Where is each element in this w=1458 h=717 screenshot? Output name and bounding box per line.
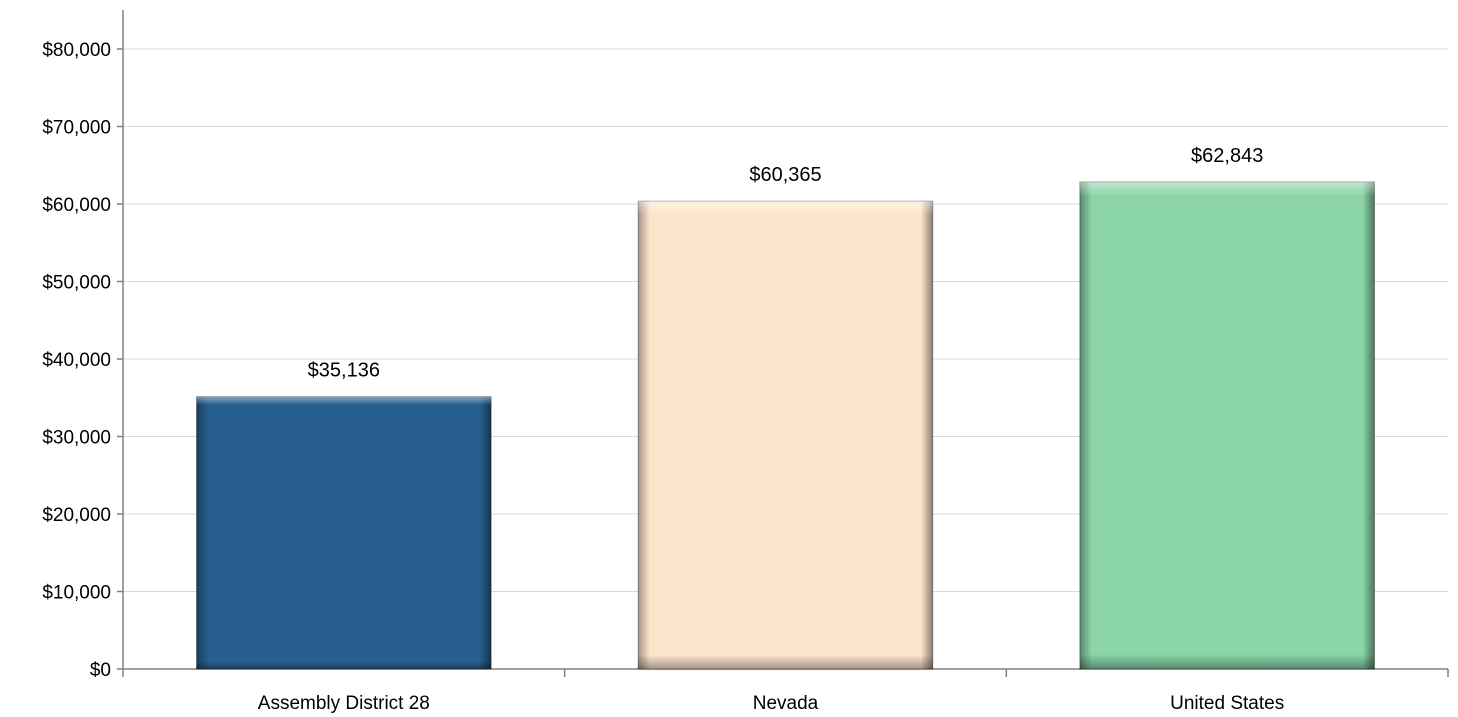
data-label: $62,843 [1191, 145, 1263, 167]
y-tick-label: $70,000 [42, 118, 111, 139]
y-tick-label: $40,000 [42, 350, 111, 371]
x-tick-label: Nevada [753, 693, 819, 714]
bar-bevel-ends [1079, 181, 1375, 670]
bar-bevel-ends [638, 201, 933, 669]
y-tick-label: $0 [90, 660, 111, 681]
y-tick-label: $60,000 [42, 195, 111, 216]
bars [196, 181, 1375, 670]
data-label: $35,136 [308, 360, 380, 382]
data-label: $60,365 [749, 164, 821, 186]
y-tick-label: $10,000 [42, 583, 111, 604]
bar [637, 200, 934, 670]
bar [1079, 181, 1375, 670]
bar [196, 396, 492, 670]
y-tick-label: $20,000 [42, 505, 111, 526]
x-tick-label: Assembly District 28 [258, 693, 430, 714]
y-tick-label: $80,000 [42, 40, 111, 61]
y-tick-label: $50,000 [42, 273, 111, 294]
y-tick-label: $30,000 [42, 428, 111, 449]
labels: $0 $10,000 $20,000 $30,000 $40,000 $50,000 $60… [42, 40, 1284, 714]
x-tick-label: United States [1170, 693, 1284, 714]
bar-bevel-ends [196, 396, 492, 669]
